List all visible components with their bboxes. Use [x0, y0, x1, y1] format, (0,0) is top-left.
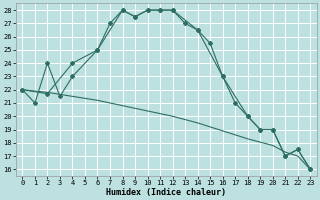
X-axis label: Humidex (Indice chaleur): Humidex (Indice chaleur): [106, 188, 226, 197]
